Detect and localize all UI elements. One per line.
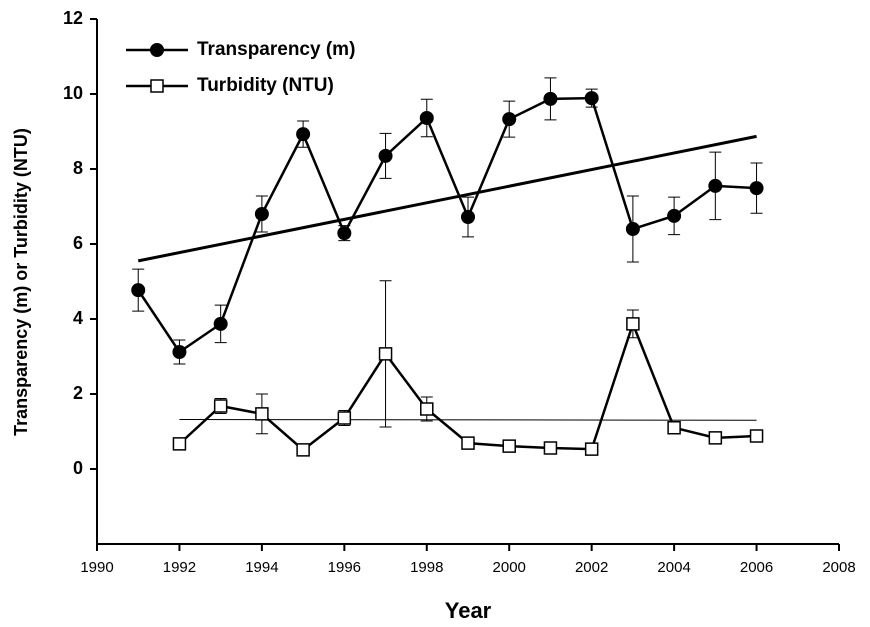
data-point xyxy=(626,317,640,331)
data-point xyxy=(213,399,228,413)
data-point xyxy=(749,429,764,443)
data-point xyxy=(172,437,187,451)
trend-line xyxy=(137,134,757,263)
data-point xyxy=(378,148,393,163)
data-point xyxy=(667,421,681,435)
x-tick-label: 2004 xyxy=(657,559,690,576)
y-tick-label: 6 xyxy=(73,233,83,253)
data-point xyxy=(255,407,269,421)
legend-label: Transparency (m) xyxy=(197,39,355,60)
x-tick-label: 2000 xyxy=(493,559,526,576)
data-point xyxy=(584,442,599,456)
data-point xyxy=(543,91,558,106)
x-tick-label: 2008 xyxy=(822,559,855,576)
data-point xyxy=(708,178,723,193)
y-tick-label: 0 xyxy=(73,458,83,478)
x-tick-label: 1996 xyxy=(328,559,361,576)
data-point xyxy=(419,111,434,125)
data-point xyxy=(625,222,640,236)
data-point xyxy=(254,207,269,221)
data-point xyxy=(378,347,393,361)
data-point xyxy=(131,283,146,298)
data-point xyxy=(461,210,475,224)
y-tick-label: 4 xyxy=(73,308,83,328)
data-point xyxy=(708,431,723,445)
legend-marker xyxy=(150,79,164,93)
x-tick-label: 1990 xyxy=(80,559,113,576)
x-tick-label: 1994 xyxy=(245,559,278,576)
y-tick-label: 10 xyxy=(63,83,83,103)
y-tick-label: 2 xyxy=(73,383,83,403)
data-point xyxy=(172,345,187,359)
data-point xyxy=(584,91,599,106)
x-tick-label: 1992 xyxy=(163,559,196,576)
data-point xyxy=(296,443,310,457)
data-point xyxy=(420,402,434,416)
y-axis-title: Transparency (m) or Turbidity (NTU) xyxy=(11,128,31,436)
data-point xyxy=(543,441,558,455)
data-point xyxy=(749,181,764,196)
y-tick-label: 8 xyxy=(73,158,83,178)
data-point xyxy=(502,439,516,453)
series-line xyxy=(137,96,757,354)
x-tick-label: 2002 xyxy=(575,559,608,576)
data-point xyxy=(337,226,352,241)
trend-line xyxy=(179,419,757,421)
data-point xyxy=(337,411,352,425)
legend-marker xyxy=(150,43,164,57)
x-tick-label: 1998 xyxy=(410,559,443,576)
data-point xyxy=(502,112,517,127)
x-axis-title: Year xyxy=(445,598,492,623)
data-point xyxy=(296,127,311,142)
y-tick-label: 12 xyxy=(63,8,83,28)
data-point xyxy=(461,436,475,450)
x-tick-label: 2006 xyxy=(740,559,773,576)
data-point xyxy=(667,208,682,223)
data-point xyxy=(213,316,228,331)
legend-label: Turbidity (NTU) xyxy=(197,75,334,96)
